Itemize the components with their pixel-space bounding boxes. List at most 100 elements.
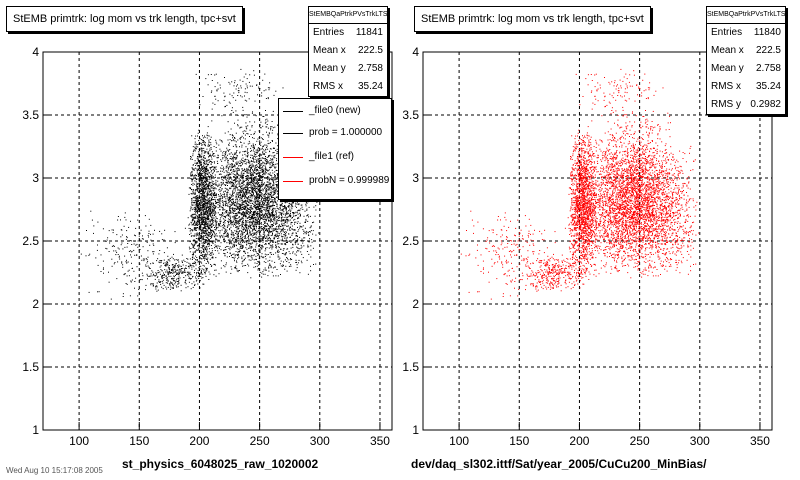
left-data-point	[299, 210, 301, 212]
left-data-point	[285, 219, 287, 221]
left-data-point	[294, 238, 296, 240]
left-data-point	[253, 206, 255, 208]
left-data-point	[295, 211, 297, 213]
left-data-point	[219, 187, 221, 188]
left-data-point	[244, 237, 246, 239]
left-data-point	[228, 211, 230, 213]
left-data-point	[247, 256, 249, 258]
left-data-point	[244, 153, 246, 155]
left-data-point	[236, 220, 237, 222]
left-data-point	[295, 269, 297, 271]
left-data-point	[249, 196, 251, 198]
left-data-point	[288, 214, 290, 216]
left-data-point	[247, 125, 249, 127]
left-data-point	[226, 215, 228, 217]
left-data-point	[234, 214, 236, 216]
left-data-point	[281, 229, 283, 231]
left-data-point	[199, 203, 201, 205]
left-data-point	[261, 182, 263, 184]
left-data-point	[261, 177, 263, 179]
left-data-point	[235, 198, 237, 200]
left-data-point	[203, 186, 205, 188]
left-data-point	[272, 200, 274, 202]
left-data-point	[237, 114, 239, 116]
left-data-point	[304, 221, 306, 223]
left-data-point	[195, 167, 197, 169]
left-data-point	[246, 227, 248, 229]
left-data-point	[199, 215, 201, 217]
left-data-point	[262, 213, 264, 215]
left-data-point	[296, 267, 298, 269]
left-data-point	[200, 190, 201, 192]
left-data-point	[202, 141, 204, 143]
left-data-point	[236, 208, 238, 210]
left-data-point	[280, 201, 282, 203]
left-data-point	[219, 232, 221, 234]
left-data-point	[300, 208, 302, 210]
left-data-point	[250, 254, 252, 256]
left-data-point	[244, 251, 246, 253]
left-data-point	[260, 239, 262, 241]
left-data-point	[204, 259, 205, 261]
left-data-point	[249, 200, 251, 202]
left-data-point	[242, 177, 244, 178]
left-data-point	[256, 263, 258, 264]
left-data-point	[196, 169, 198, 171]
left-data-point	[224, 225, 226, 227]
left-data-point	[237, 232, 239, 234]
left-data-point	[197, 204, 199, 206]
left-data-point	[191, 135, 193, 137]
left-data-point	[234, 166, 236, 168]
left-data-point	[219, 198, 221, 200]
left-data-point	[222, 222, 224, 223]
left-data-point	[234, 204, 236, 205]
left-data-point	[217, 180, 219, 182]
left-data-point	[202, 206, 204, 208]
left-data-point	[204, 273, 206, 275]
left-data-point	[204, 161, 206, 163]
left-data-point	[275, 231, 277, 232]
left-data-point	[252, 170, 254, 172]
left-data-point	[294, 229, 296, 231]
left-data-point	[213, 190, 215, 192]
left-data-point	[229, 211, 231, 213]
left-data-point	[273, 237, 275, 239]
left-data-point	[192, 193, 194, 195]
left-data-point	[296, 264, 298, 266]
left-data-point	[246, 159, 248, 161]
left-data-point	[198, 217, 200, 219]
left-data-point	[287, 248, 289, 250]
left-data-point	[258, 248, 260, 250]
left-data-point	[200, 223, 202, 225]
left-data-point	[195, 222, 197, 223]
left-data-point	[232, 245, 234, 247]
left-data-point	[257, 178, 259, 180]
left-data-point	[262, 172, 264, 174]
left-data-point	[207, 181, 209, 182]
left-data-point	[249, 178, 251, 180]
left-data-point	[202, 135, 203, 137]
left-data-point	[209, 153, 211, 155]
left-data-point	[237, 163, 238, 165]
left-data-point	[206, 211, 208, 213]
left-data-point	[221, 198, 223, 200]
left-data-point	[290, 213, 291, 215]
left-data-point	[205, 275, 207, 277]
left-data-point	[286, 237, 288, 239]
left-data-point	[247, 226, 249, 228]
left-data-point	[290, 247, 292, 249]
left-data-point	[240, 142, 242, 143]
left-data-point	[236, 207, 238, 209]
left-data-point	[251, 257, 253, 259]
left-data-point	[313, 206, 315, 208]
left-data-point	[266, 225, 268, 227]
left-data-point	[271, 244, 273, 246]
left-data-point	[247, 236, 249, 238]
left-data-point	[199, 254, 201, 256]
left-data-point	[237, 223, 239, 225]
left-data-point	[219, 203, 221, 205]
left-data-point	[239, 186, 241, 187]
left-data-point	[256, 151, 258, 153]
left-data-point	[267, 235, 269, 237]
left-data-point	[220, 234, 222, 236]
